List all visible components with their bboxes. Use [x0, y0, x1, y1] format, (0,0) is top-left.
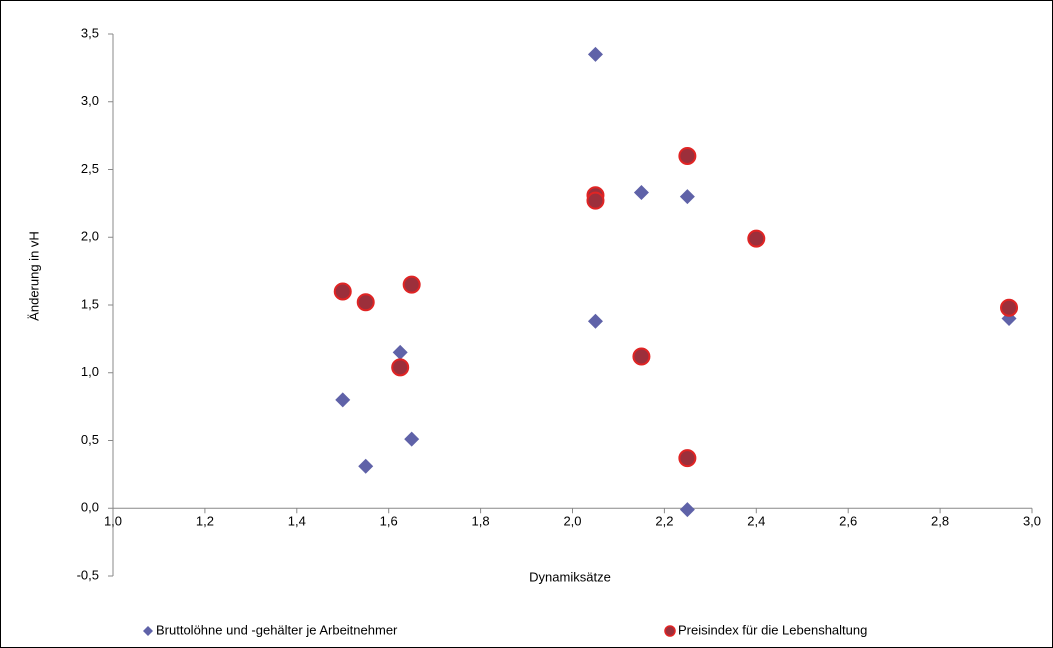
- point: [632, 347, 651, 366]
- x-tick-label: 2,0: [563, 514, 581, 529]
- x-tick-label: 2,6: [839, 514, 857, 529]
- x-tick-label: 2,8: [931, 514, 949, 529]
- point: [404, 431, 420, 447]
- y-tick-label: 2,5: [81, 161, 99, 176]
- x-tick-label: 2,2: [655, 514, 673, 529]
- point: [335, 392, 351, 408]
- point: [678, 449, 697, 468]
- point: [333, 282, 352, 301]
- point: [356, 293, 375, 312]
- point: [392, 344, 408, 360]
- y-tick-label: 2,0: [81, 229, 99, 244]
- legend-label: Bruttolöhne und -gehälter je Arbeitnehme…: [156, 622, 398, 637]
- legend-marker: [143, 626, 153, 636]
- x-tick-label: 1,4: [288, 514, 306, 529]
- y-tick-label: 3,0: [81, 93, 99, 108]
- point: [358, 458, 374, 474]
- x-tick-label: 1,2: [196, 514, 214, 529]
- point: [747, 229, 766, 248]
- x-tick-label: 1,6: [380, 514, 398, 529]
- point: [587, 46, 603, 62]
- point: [586, 191, 605, 210]
- point: [391, 358, 410, 377]
- point: [587, 313, 603, 329]
- y-tick-label: 0,0: [81, 500, 99, 515]
- point: [402, 275, 421, 294]
- x-tick-label: 2,4: [747, 514, 765, 529]
- y-tick-label: 0,5: [81, 432, 99, 447]
- y-tick-label: 1,5: [81, 296, 99, 311]
- point: [633, 185, 649, 201]
- y-tick-label: 1,0: [81, 364, 99, 379]
- y-tick-label: -0,5: [77, 567, 99, 582]
- point: [1000, 298, 1019, 317]
- y-tick-label: 3,5: [81, 25, 99, 40]
- point: [679, 189, 695, 205]
- point: [678, 146, 697, 165]
- x-tick-label: 1,0: [104, 514, 122, 529]
- x-tick-label: 1,8: [472, 514, 490, 529]
- y-axis-label: Änderung in vH: [26, 231, 41, 321]
- x-tick-label: 3,0: [1023, 514, 1041, 529]
- x-axis-label: Dynamiksätze: [529, 569, 611, 584]
- legend-label: Preisindex für die Lebenshaltung: [678, 622, 867, 637]
- legend-marker: [664, 625, 676, 637]
- point: [679, 502, 695, 518]
